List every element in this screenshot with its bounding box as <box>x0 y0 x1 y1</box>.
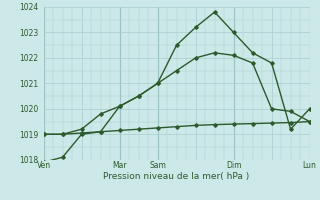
X-axis label: Pression niveau de la mer( hPa ): Pression niveau de la mer( hPa ) <box>103 172 250 181</box>
